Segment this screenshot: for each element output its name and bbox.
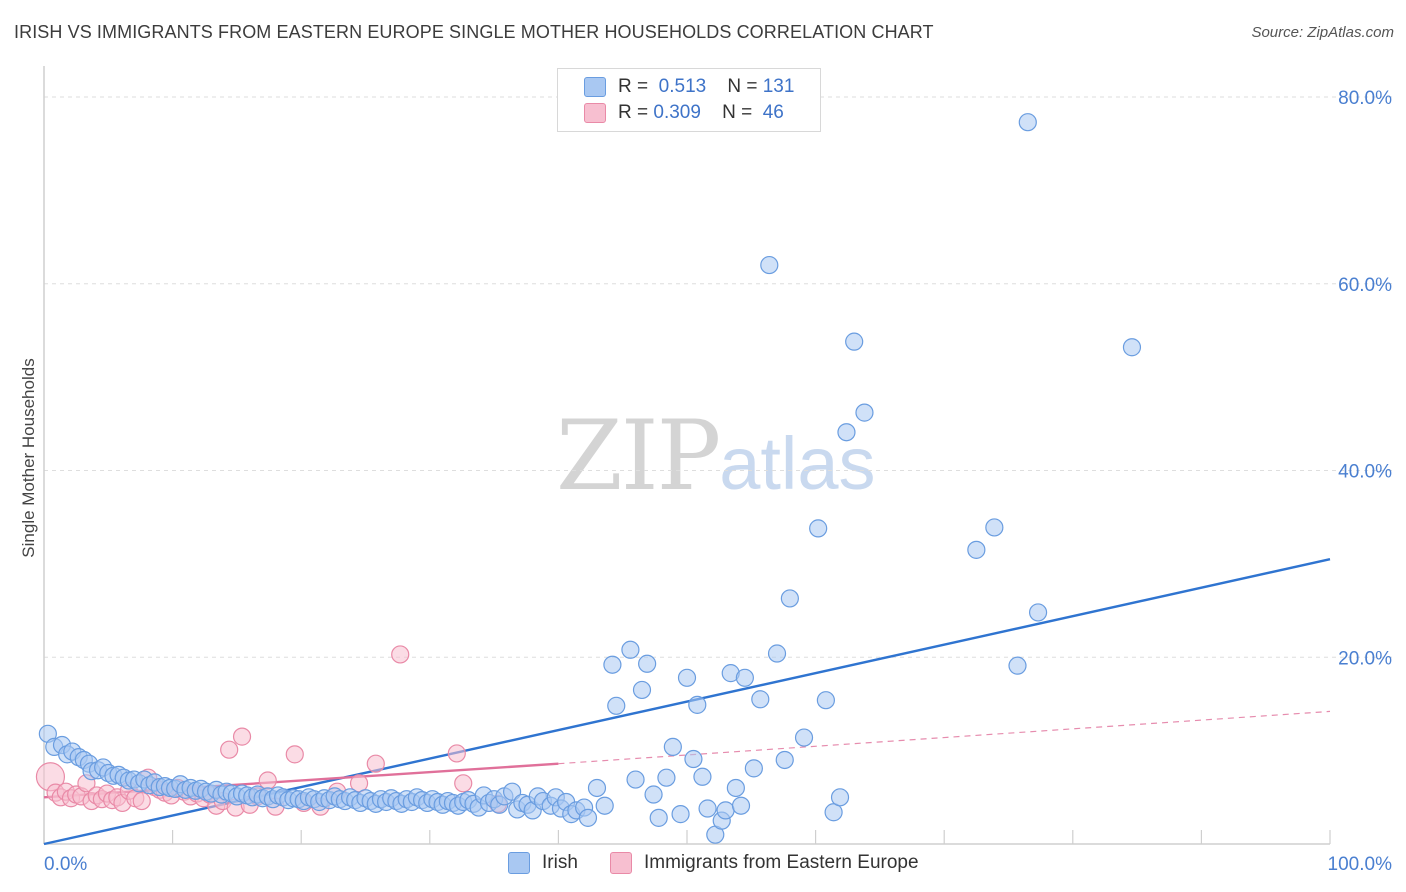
grid-lines: [44, 96, 1392, 658]
legend-r-value: 0.309: [653, 102, 701, 123]
point-irish: [578, 808, 598, 827]
point-eastern-europe: [285, 745, 304, 764]
point-irish: [794, 728, 814, 747]
point-eastern-europe: [391, 645, 410, 664]
legend-n-value: 131: [762, 76, 795, 97]
y-tick-label: 80.0%: [1338, 88, 1392, 109]
point-irish: [1122, 338, 1142, 357]
x-tick-label: 100.0%: [1328, 854, 1393, 875]
point-eastern-europe: [232, 727, 252, 746]
bottom-legend-irish[interactable]: Irish: [508, 852, 578, 874]
point-irish: [1028, 603, 1048, 622]
axes: [43, 66, 1331, 845]
bottom-legend-label-eastern-europe: Immigrants from Eastern Europe: [644, 852, 919, 873]
point-irish: [1008, 656, 1027, 675]
point-irish: [731, 796, 751, 815]
point-irish: [632, 680, 652, 700]
point-irish: [638, 654, 657, 673]
point-irish: [603, 655, 622, 674]
point-eastern-europe: [366, 754, 385, 773]
bottom-legend-label-irish: Irish: [542, 852, 578, 873]
y-tick-label: 20.0%: [1338, 648, 1392, 669]
point-irish: [751, 690, 770, 709]
tick-labels: 20.0% 40.0% 60.0% 80.0% 0.0% 100.0%: [44, 88, 1392, 875]
bottom-legend-swatch-eastern-europe: [610, 852, 632, 874]
point-eastern-europe: [258, 771, 277, 790]
point-eastern-europe: [220, 740, 239, 759]
point-irish: [684, 749, 703, 769]
point-irish: [649, 808, 668, 827]
legend-r-label: R =: [618, 76, 649, 97]
point-irish: [644, 785, 663, 804]
point-irish: [698, 799, 717, 818]
y-tick-label: 60.0%: [1338, 275, 1392, 296]
data-points: [35, 113, 1142, 844]
trend-extension-eastern-europe: [558, 710, 1331, 765]
point-irish: [1018, 113, 1037, 132]
point-irish: [587, 778, 607, 798]
point-irish: [824, 803, 843, 822]
point-irish: [693, 767, 712, 786]
point-eastern-europe: [132, 791, 151, 811]
point-irish: [809, 519, 828, 538]
legend-swatch-eastern-europe: [584, 103, 606, 123]
point-irish: [688, 695, 707, 714]
legend-n-label: N =: [722, 102, 753, 123]
point-irish: [775, 750, 794, 770]
point-irish: [967, 540, 986, 559]
point-irish: [657, 768, 676, 787]
y-axis-label: Single Mother Households: [19, 358, 38, 557]
chart-title: IRISH VS IMMIGRANTS FROM EASTERN EUROPE …: [14, 22, 934, 42]
point-irish: [855, 403, 874, 422]
point-irish: [716, 801, 735, 820]
point-eastern-europe: [349, 774, 369, 793]
legend-row-irish: R = 0.513 N = 131: [584, 74, 794, 100]
legend-row-eastern-europe: R = 0.309 N = 46: [584, 100, 784, 126]
point-irish: [663, 737, 682, 756]
point-irish: [985, 518, 1004, 537]
point-irish: [735, 668, 754, 687]
point-irish: [621, 640, 640, 659]
point-irish: [767, 644, 787, 663]
bottom-legend-eastern-europe[interactable]: Immigrants from Eastern Europe: [610, 852, 919, 874]
point-irish: [626, 770, 645, 789]
stats-legend: R = 0.513 N = 131 R = 0.309 N = 46: [557, 68, 821, 132]
bottom-legend-swatch-irish: [508, 852, 530, 874]
point-irish: [830, 788, 850, 807]
point-eastern-europe: [454, 774, 473, 793]
point-irish: [845, 332, 864, 351]
point-eastern-europe: [447, 744, 466, 763]
point-irish: [595, 796, 614, 815]
legend-swatch-irish: [584, 77, 606, 97]
point-irish: [503, 782, 522, 801]
legend-r-value: 0.513: [658, 76, 707, 97]
point-irish: [677, 668, 697, 687]
legend-n-value: 46: [762, 102, 784, 123]
y-tick-label: 40.0%: [1338, 462, 1392, 483]
point-irish: [816, 691, 835, 710]
watermark-zip: ZIP: [556, 400, 721, 512]
point-irish: [780, 589, 799, 608]
point-irish: [607, 696, 626, 715]
source-credit[interactable]: Source: ZipAtlas.com: [1251, 24, 1394, 41]
x-tick-label: 0.0%: [44, 854, 87, 875]
point-irish: [837, 423, 856, 442]
legend-n-label: N =: [727, 76, 758, 97]
point-irish: [760, 255, 779, 275]
point-irish: [671, 805, 690, 824]
point-irish: [726, 778, 745, 798]
legend-r-label: R =: [618, 102, 649, 123]
point-irish: [744, 759, 763, 778]
